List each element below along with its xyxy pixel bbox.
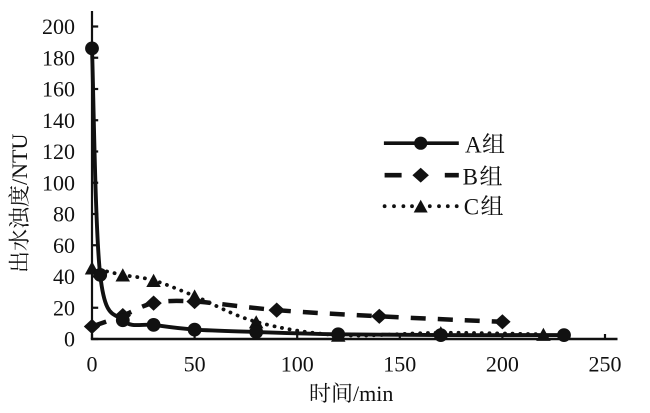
svg-text:40: 40 — [53, 264, 75, 289]
svg-text:/min: /min — [353, 381, 393, 406]
svg-text:/NTU: /NTU — [7, 134, 32, 185]
svg-text:80: 80 — [53, 202, 75, 227]
svg-text:100: 100 — [42, 170, 75, 195]
svg-text:60: 60 — [53, 233, 75, 258]
svg-text:A: A — [465, 132, 482, 157]
svg-text:100: 100 — [281, 352, 314, 377]
svg-text:200: 200 — [42, 14, 75, 39]
svg-text:140: 140 — [42, 108, 75, 133]
svg-text:C: C — [464, 194, 479, 219]
svg-text:0: 0 — [64, 327, 75, 352]
svg-text:120: 120 — [42, 139, 75, 164]
svg-text:250: 250 — [589, 352, 622, 377]
svg-text:0: 0 — [87, 352, 98, 377]
svg-text:B: B — [463, 165, 478, 190]
svg-text:200: 200 — [486, 352, 519, 377]
svg-text:50: 50 — [184, 352, 206, 377]
svg-text:180: 180 — [42, 45, 75, 70]
svg-text:20: 20 — [53, 295, 75, 320]
svg-text:160: 160 — [42, 77, 75, 102]
svg-text:150: 150 — [383, 352, 416, 377]
